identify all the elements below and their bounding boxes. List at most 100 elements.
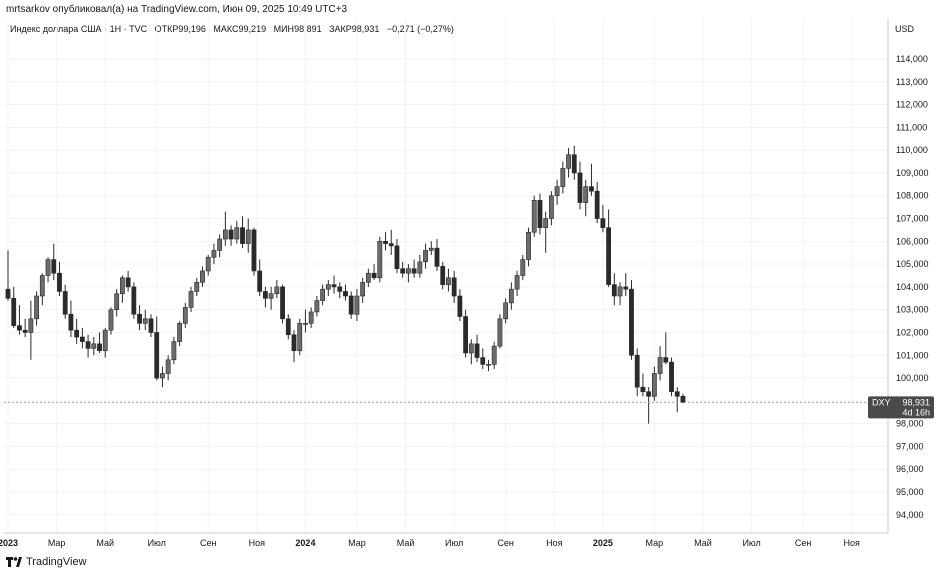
grid (4, 18, 888, 533)
candle-body (297, 323, 303, 351)
candle-body (17, 325, 22, 331)
candle-body (34, 295, 39, 320)
price-tag-background (868, 396, 934, 419)
candle-body (577, 172, 583, 203)
candle-body (571, 154, 577, 174)
candle-body (39, 275, 45, 297)
candle-body (451, 277, 457, 297)
candle-body (51, 259, 57, 274)
legend-change: −0,271 (−0,27%) (386, 24, 454, 34)
price-tag-countdown: 4d 16h (902, 407, 930, 417)
legend-high-value: 99,219 (238, 24, 267, 34)
x-tick-label: Сен (200, 538, 217, 548)
legend-low-label: МИН (273, 24, 295, 34)
candle-body (531, 200, 537, 233)
legend-symbol[interactable]: Индекс доллара США · 1Н · TVC (10, 24, 148, 34)
y-tick-label: 94,000 (896, 510, 924, 520)
y-tick-label: 97,000 (896, 441, 924, 451)
candle-body (131, 286, 137, 315)
candle-body (629, 288, 634, 356)
time-axis[interactable]: 2023 Мар Май Июл Сен Ноя 2024 Мар Май Июл Сен Ноя 20… (0, 538, 860, 548)
candle-body (400, 268, 406, 274)
candle-body (222, 229, 228, 240)
candle-body (257, 270, 263, 292)
x-tick-label: Мар (646, 538, 664, 548)
x-tick-label: Сен (497, 538, 514, 548)
y-tick-label: 96,000 (896, 464, 924, 474)
publisher-bar: mrtsarkov опубликовал(а) на TradingView.… (0, 0, 940, 18)
y-tick-label: 114,000 (896, 54, 928, 64)
legend-open-label: ОТКР (154, 24, 179, 34)
candle-body (554, 186, 560, 197)
candle-body (274, 286, 280, 295)
candle-body (583, 186, 589, 203)
candle-body (148, 318, 154, 333)
candle-body (262, 291, 268, 299)
footer-brand[interactable]: TradingView (6, 556, 87, 568)
candle-body (348, 295, 354, 315)
candle-body (646, 391, 652, 397)
candle-body (182, 307, 188, 324)
candle-body (440, 266, 446, 285)
candle-body (383, 241, 388, 244)
candle-body (634, 354, 640, 388)
candle-body (486, 364, 491, 366)
candle-body (480, 357, 486, 365)
candle-body (337, 286, 343, 292)
y-tick-label: 111,000 (896, 122, 927, 132)
candle-body (526, 231, 531, 260)
candle-body (74, 329, 80, 338)
candle-body (651, 373, 657, 397)
legend-close-value: 98,931 (351, 24, 380, 34)
x-tick-label: Мар (348, 538, 366, 548)
candle-body (657, 357, 663, 374)
candles (5, 145, 686, 424)
candle-body (663, 357, 669, 363)
candle-body (457, 295, 463, 317)
x-tick-label: Июл (445, 538, 463, 548)
x-tick-label: Ноя (844, 538, 861, 548)
candle-body (62, 291, 68, 315)
y-tick-label: 101,000 (896, 350, 929, 360)
candle-body (125, 277, 131, 288)
candle-body (354, 295, 360, 315)
legend-high-label: МАКС (213, 24, 239, 34)
x-tick-label: Июл (148, 538, 166, 548)
legend-low-value: 98,891 (294, 24, 322, 34)
candle-body (537, 200, 543, 228)
candle-body (211, 250, 217, 258)
y-tick-label: 106,000 (896, 236, 929, 246)
candle-body (240, 227, 245, 244)
candle-body (589, 186, 594, 192)
candle-body (560, 168, 566, 187)
candle-body (308, 311, 314, 324)
x-tick-label: 2024 (295, 538, 315, 548)
candle-body (331, 284, 337, 288)
candle-body (97, 343, 102, 351)
candle-body (137, 313, 142, 324)
candle-body (142, 318, 148, 324)
candle-body (680, 395, 686, 403)
candle-body (640, 386, 646, 393)
candle-body (205, 256, 211, 272)
candle-body (160, 373, 165, 379)
candle-body (280, 286, 285, 320)
candle-body (623, 286, 629, 290)
candle-body (417, 261, 423, 274)
legend-open-value: 99,196 (178, 24, 206, 34)
candle-body (606, 227, 611, 285)
candle-body (434, 247, 440, 267)
y-tick-label: 100,000 (896, 373, 929, 383)
candle-body (491, 345, 497, 365)
price-tag: DXY 98,931 4d 16h (868, 396, 934, 419)
candle-body (165, 359, 171, 374)
price-axis[interactable]: 94,00095,00096,00097,00098,00099,000100,… (896, 54, 929, 520)
y-tick-label: 108,000 (896, 191, 929, 201)
candle-body (474, 343, 480, 358)
candle-body (343, 291, 348, 297)
chart-legend: Индекс доллара США · 1Н · TVC ОТКР99,196… (10, 24, 454, 34)
candle-body (285, 318, 291, 336)
currency-label[interactable]: USD (895, 24, 915, 34)
candle-body (57, 272, 62, 292)
